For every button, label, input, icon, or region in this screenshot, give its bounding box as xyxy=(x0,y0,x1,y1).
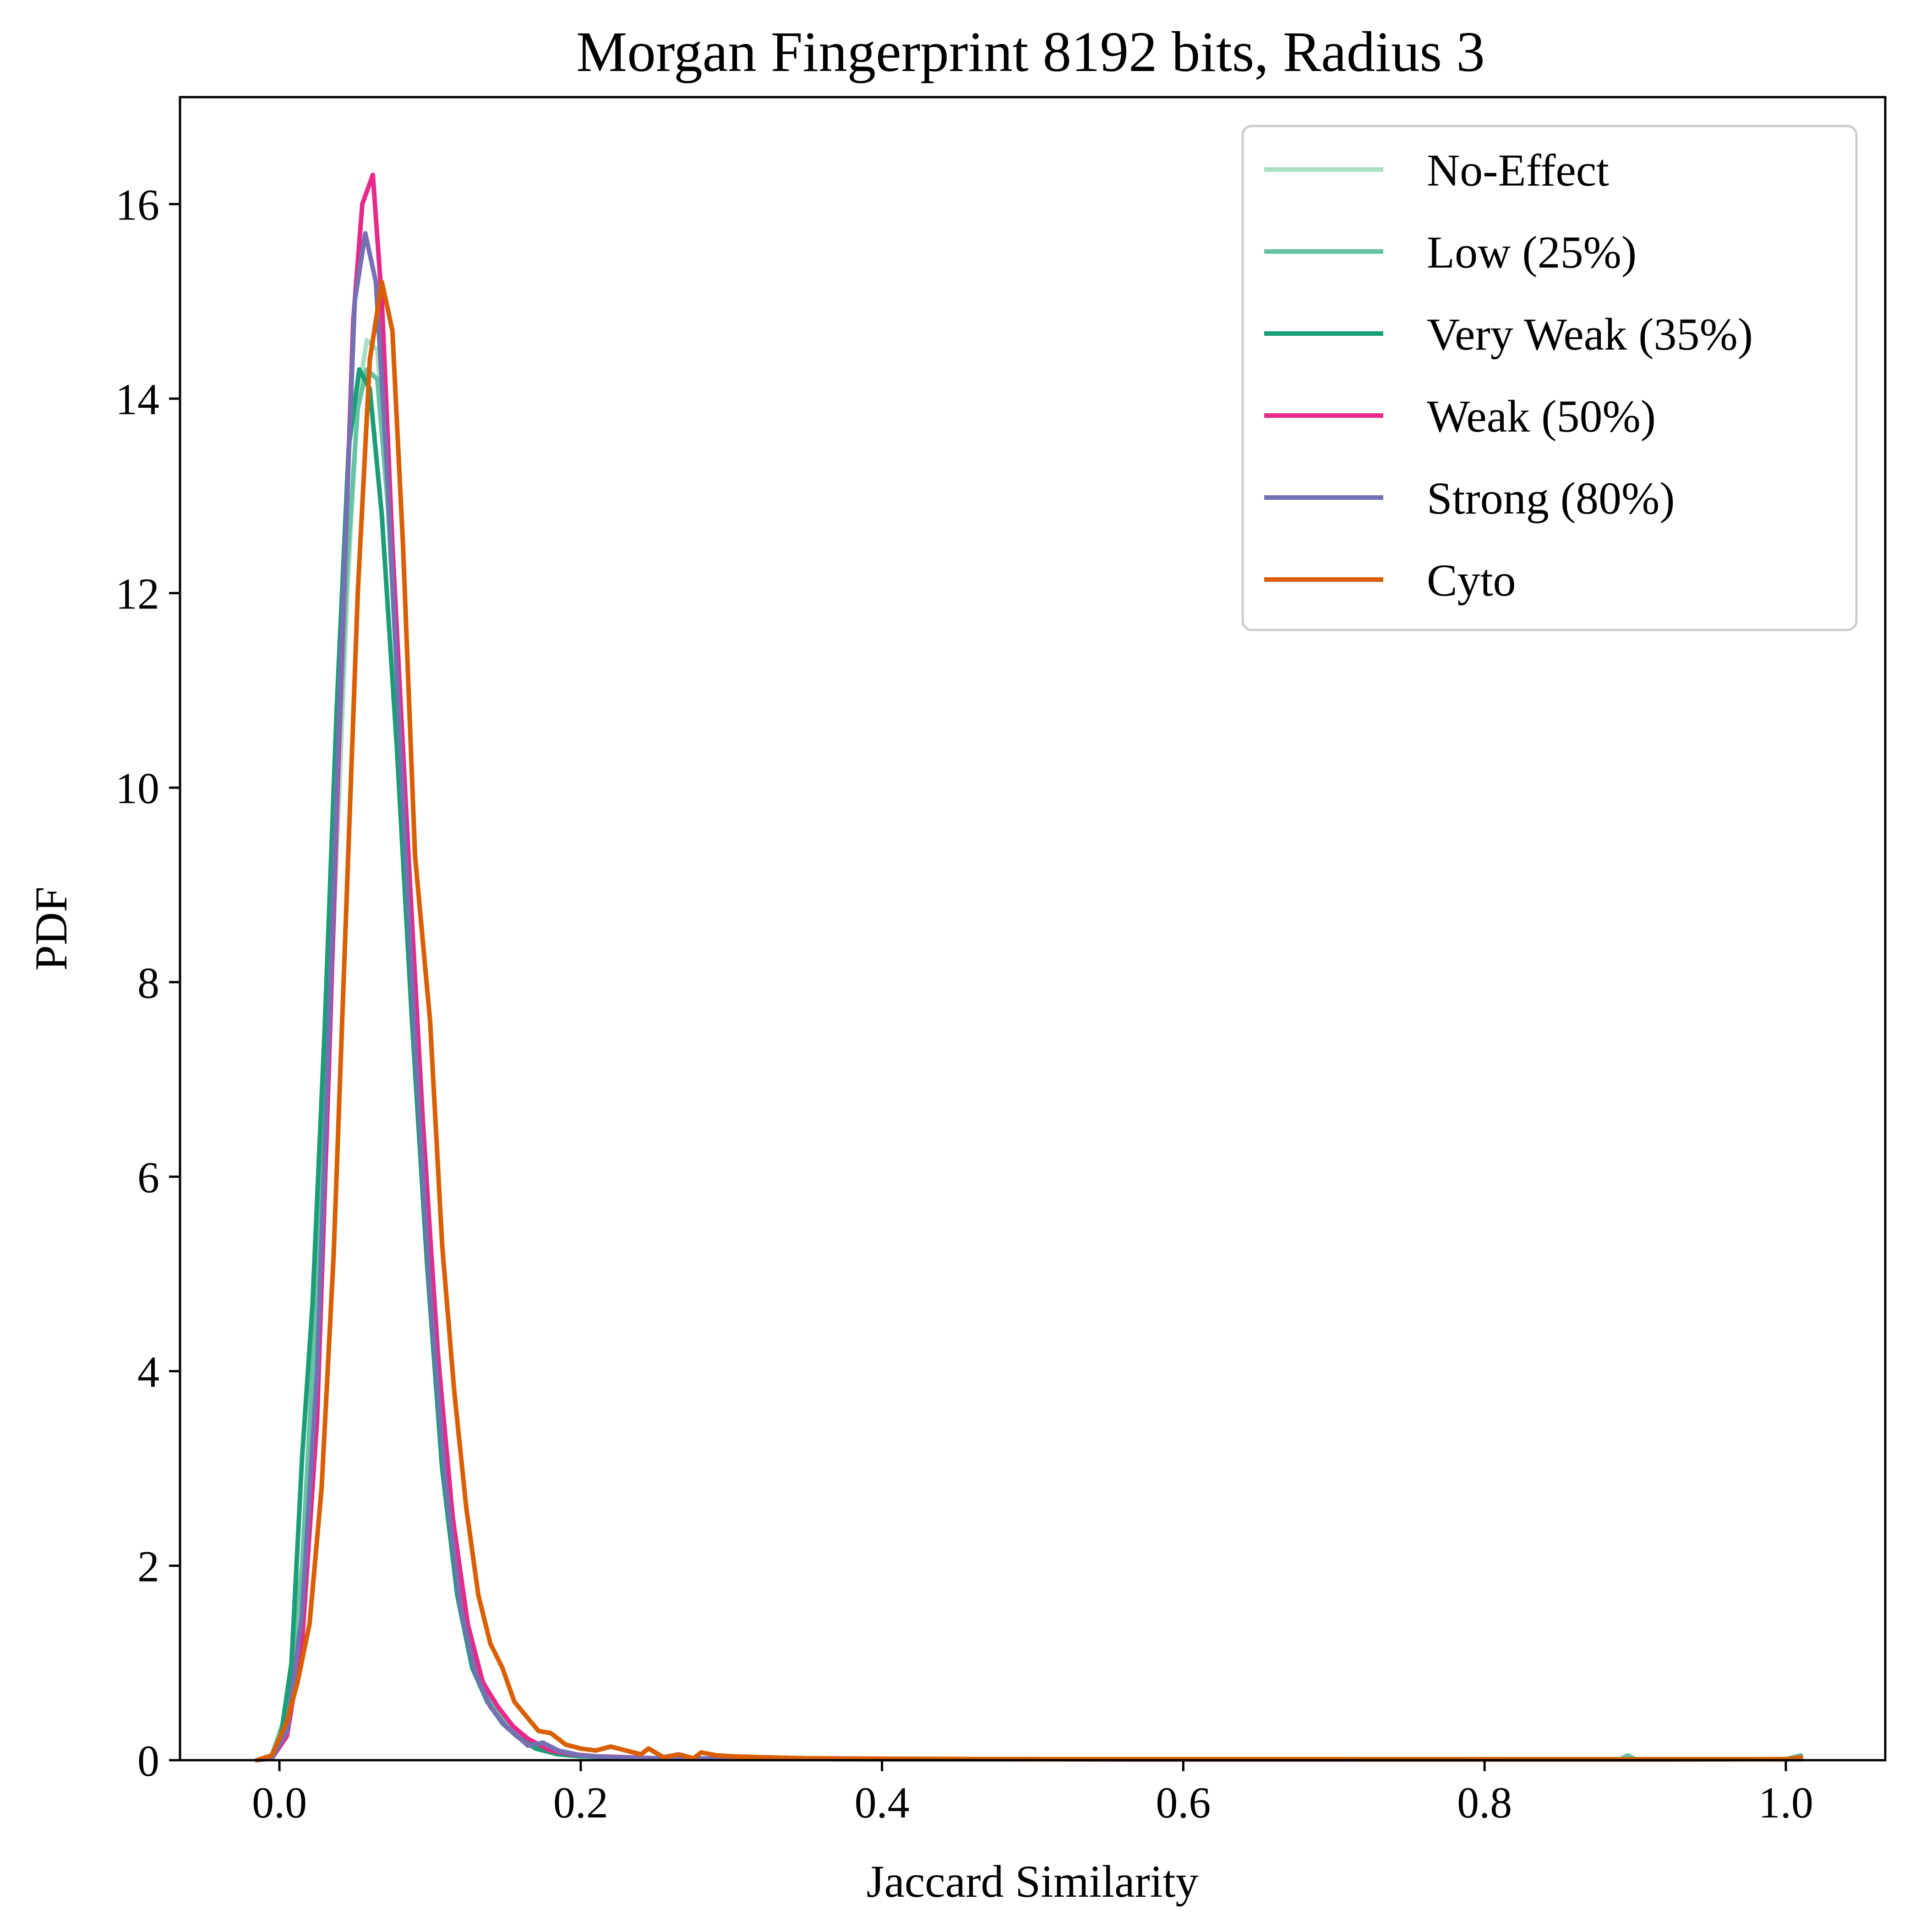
y-tick-label: 10 xyxy=(115,764,159,813)
x-tick-label: 0.2 xyxy=(553,1778,608,1827)
y-tick-label: 4 xyxy=(137,1347,159,1396)
x-axis: 0.0 0.2 0.4 0.6 0.8 1.0 xyxy=(252,1760,1813,1827)
y-tick-label: 8 xyxy=(137,958,159,1007)
x-axis-label: Jaccard Similarity xyxy=(867,1856,1199,1907)
series-line-5 xyxy=(254,279,1803,1762)
legend-label-3: Weak (50%) xyxy=(1427,391,1656,442)
series-layer xyxy=(254,172,1803,1762)
legend-label-2: Very Weak (35%) xyxy=(1427,309,1753,360)
chart-title: Morgan Fingerprint 8192 bits, Radius 3 xyxy=(576,21,1485,84)
legend-entries: No-Effect Low (25%) Very Weak (35%) Weak (5… xyxy=(1264,145,1753,606)
y-tick-label: 16 xyxy=(115,181,159,230)
x-tick-label: 0.8 xyxy=(1457,1778,1512,1827)
legend-frame xyxy=(1241,125,1858,631)
x-tick-label: 0.6 xyxy=(1156,1778,1211,1827)
y-tick-label: 14 xyxy=(115,375,159,424)
legend-label-5: Cyto xyxy=(1427,555,1516,606)
legend: No-Effect Low (25%) Very Weak (35%) Weak (5… xyxy=(1241,125,1858,631)
y-axis-label: PDF xyxy=(26,887,76,970)
x-tick-label: 0.0 xyxy=(252,1778,307,1827)
plot-area xyxy=(179,96,1887,1762)
legend-label-0: No-Effect xyxy=(1427,145,1609,196)
y-tick-label: 12 xyxy=(115,569,159,618)
y-tick-label: 0 xyxy=(137,1736,159,1785)
legend-label-4: Strong (80%) xyxy=(1427,473,1675,524)
plot-frame xyxy=(179,96,1887,1762)
y-tick-label: 6 xyxy=(137,1153,159,1202)
x-tick-label: 0.4 xyxy=(855,1778,910,1827)
y-axis: 0 2 4 6 8 10 12 14 16 xyxy=(115,181,180,1785)
y-tick-label: 2 xyxy=(137,1542,159,1591)
legend-label-1: Low (25%) xyxy=(1427,227,1637,278)
x-tick-label: 1.0 xyxy=(1758,1778,1813,1827)
